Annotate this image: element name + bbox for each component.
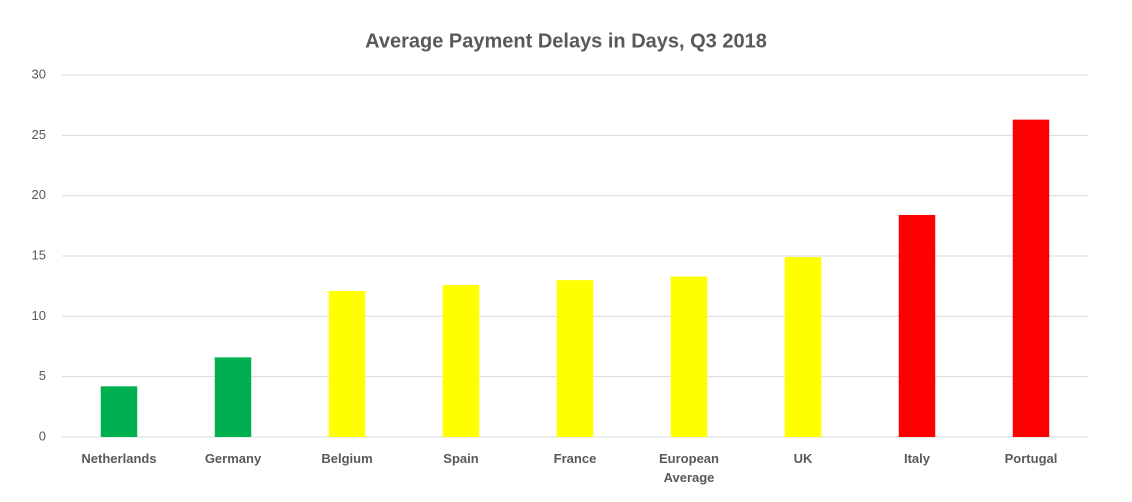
y-tick-label: 30 — [32, 66, 46, 81]
x-tick-label: Portugal — [1004, 451, 1058, 466]
y-tick-label: 10 — [32, 308, 46, 323]
x-tick-label: Spain — [443, 451, 479, 466]
bar — [1012, 119, 1050, 437]
bar — [670, 276, 708, 437]
bar — [328, 290, 366, 437]
x-tick-label: France — [553, 451, 597, 466]
y-tick-label: 15 — [32, 247, 46, 262]
bar — [898, 214, 936, 437]
bar — [214, 357, 252, 437]
y-tick-label: 25 — [32, 127, 46, 142]
bar — [100, 386, 138, 437]
x-tick-label: UK — [793, 451, 813, 466]
y-tick-label: 5 — [39, 368, 46, 383]
x-tick-label: Germany — [204, 451, 262, 466]
x-tick-label: Belgium — [321, 451, 373, 466]
y-tick-label: 20 — [32, 187, 46, 202]
x-tick-label: Netherlands — [81, 451, 157, 466]
chart-title: Average Payment Delays in Days, Q3 2018 — [365, 30, 767, 52]
y-tick-label: 0 — [39, 428, 46, 443]
x-tick-label: European Average — [659, 451, 719, 485]
bar — [784, 257, 822, 437]
bar — [442, 284, 480, 437]
bar — [556, 280, 594, 437]
x-tick-label: Italy — [903, 451, 930, 466]
